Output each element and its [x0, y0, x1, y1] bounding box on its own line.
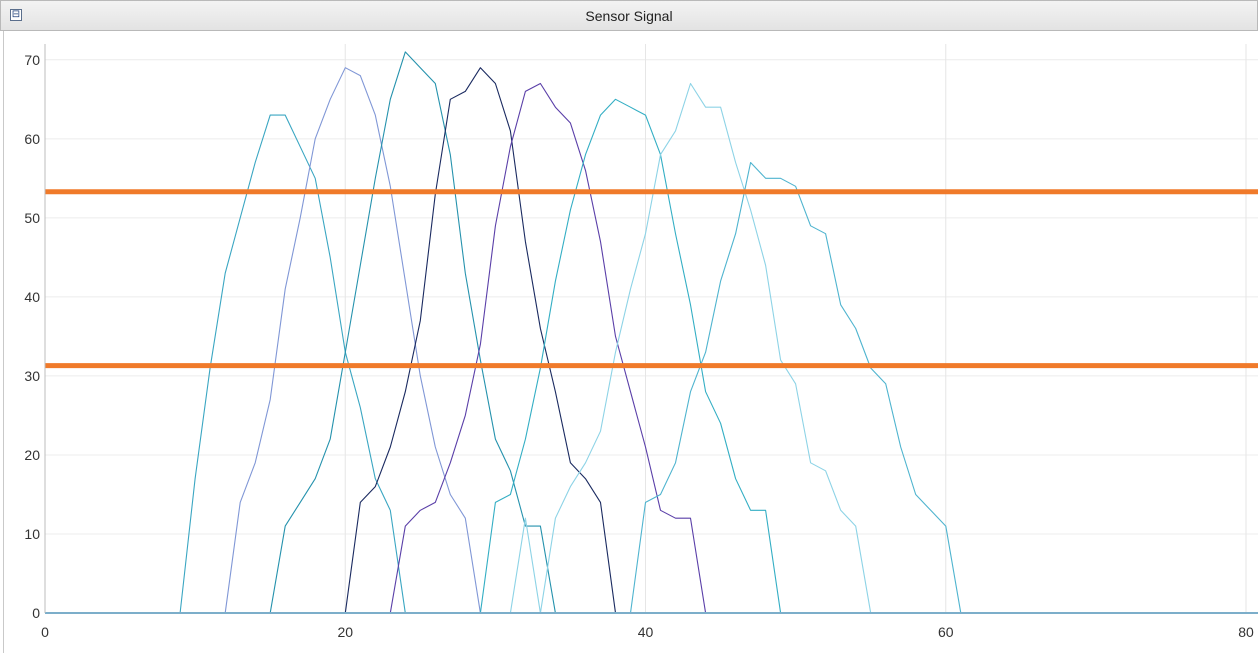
series-line-2 [45, 67, 1246, 614]
threshold-lines [45, 189, 1258, 369]
y-tick-label: 0 [32, 605, 40, 621]
y-tick-label: 20 [24, 447, 40, 463]
x-tick-label: 60 [938, 624, 954, 640]
series-line-6 [45, 98, 1246, 614]
x-tick-label: 40 [638, 624, 654, 640]
panel-titlebar: ⊟ Sensor Signal [0, 0, 1258, 31]
series-line-7 [45, 82, 1246, 614]
series-line-4 [45, 67, 1246, 614]
y-tick-label: 10 [24, 526, 40, 542]
y-tick-label: 50 [24, 210, 40, 226]
series-line-8 [45, 161, 1246, 614]
series-lines [45, 51, 1258, 614]
x-tick-label: 80 [1238, 624, 1254, 640]
series-line-5 [45, 82, 1246, 614]
panel-title: Sensor Signal [585, 8, 673, 24]
y-tick-label: 40 [24, 289, 40, 305]
x-tick-label: 0 [41, 624, 49, 640]
x-tick-label: 20 [337, 624, 353, 640]
series-line-3 [45, 51, 1246, 614]
grid [44, 44, 1258, 614]
collapse-icon[interactable]: ⊟ [10, 9, 22, 21]
axes: 0 10 20 30 40 50 60 70 0 20 40 60 80 [24, 44, 1258, 640]
y-tick-label: 70 [24, 52, 40, 68]
y-tick-label: 30 [24, 368, 40, 384]
y-tick-label: 60 [24, 131, 40, 147]
series-line-1 [45, 114, 1246, 614]
plot-area-frame [3, 31, 1258, 653]
